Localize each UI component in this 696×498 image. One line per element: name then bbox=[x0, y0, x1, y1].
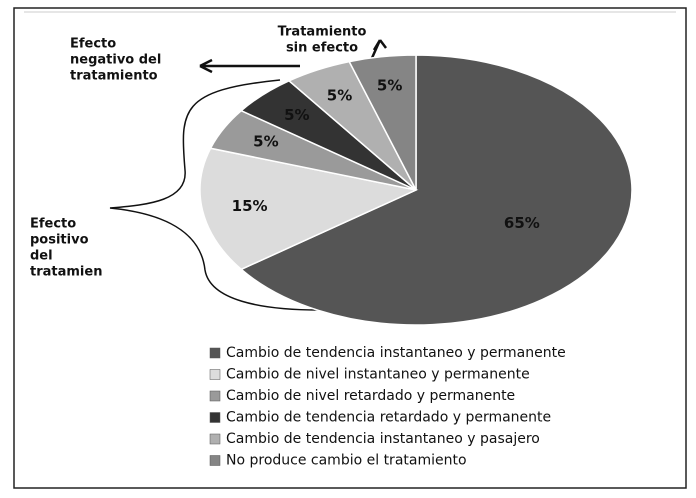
data-label: 15% bbox=[232, 197, 268, 215]
legend-swatch bbox=[209, 455, 221, 466]
annotation-line: negativo del bbox=[70, 53, 161, 68]
legend-swatch bbox=[209, 433, 221, 445]
annotation-line: del bbox=[30, 249, 53, 264]
legend-swatch bbox=[209, 369, 221, 380]
annotation-line: Efecto bbox=[70, 37, 116, 52]
data-label: 5% bbox=[377, 76, 402, 94]
data-label: 65% bbox=[504, 214, 540, 232]
pie-slice bbox=[239, 54, 633, 326]
annotation-line: tratamiento bbox=[70, 69, 158, 84]
legend-swatch bbox=[209, 347, 221, 359]
legend-label: Cambio de nivel retardado y permanente bbox=[226, 388, 515, 404]
arrow-negative bbox=[199, 58, 300, 74]
annotation-line: Tratamiento bbox=[278, 25, 367, 40]
data-label: 5% bbox=[253, 133, 278, 151]
legend-label: Cambio de tendencia retardado y permanen… bbox=[226, 410, 551, 426]
legend-swatch bbox=[209, 412, 221, 423]
pie-slice bbox=[348, 54, 417, 191]
legend-label: No produce cambio el tratamiento bbox=[226, 453, 467, 469]
legend-label: Cambio de nivel instantaneo y permanente bbox=[226, 367, 530, 383]
annotation-line: positivo bbox=[30, 233, 89, 248]
legend-label: Cambio de tendencia instantaneo y pasaje… bbox=[226, 431, 540, 447]
annotation-line: tratamien bbox=[30, 265, 102, 280]
legend-label: Cambio de tendencia instantaneo y perman… bbox=[226, 345, 566, 361]
arrow-no-effect bbox=[370, 39, 387, 59]
pie-slice bbox=[199, 147, 419, 271]
brace bbox=[109, 79, 321, 311]
annotation-line: Efecto bbox=[30, 217, 76, 232]
annotation-line: sin efecto bbox=[286, 41, 358, 56]
data-label: 5% bbox=[284, 106, 309, 124]
data-label: 5% bbox=[327, 87, 352, 105]
legend-swatch bbox=[209, 390, 221, 402]
